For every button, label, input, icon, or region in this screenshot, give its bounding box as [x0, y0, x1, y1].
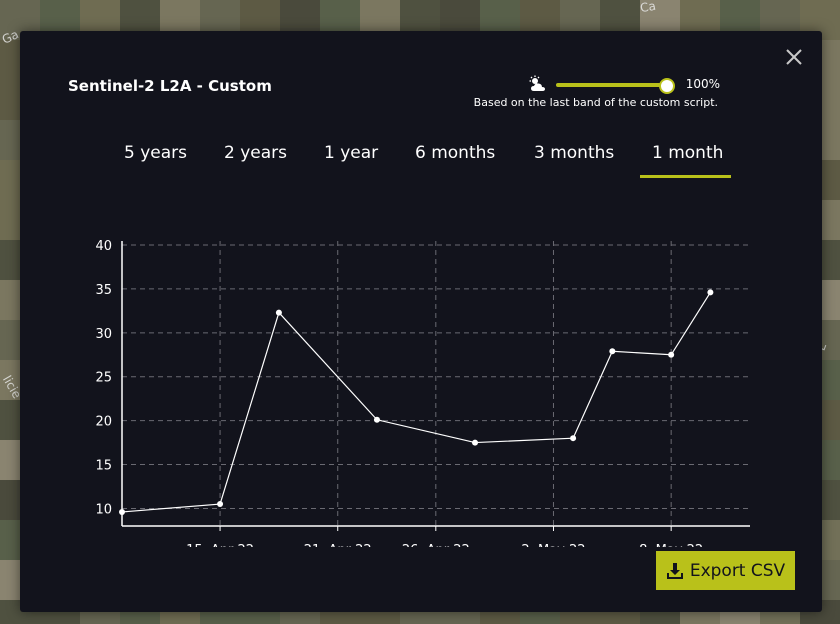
export-csv-label: Export CSV	[689, 560, 786, 581]
data-point	[472, 439, 479, 446]
data-point	[373, 416, 380, 423]
close-icon[interactable]	[782, 45, 806, 69]
data-point	[217, 501, 224, 508]
data-point	[609, 348, 616, 355]
tab-6-months[interactable]: 6 months	[415, 143, 496, 163]
x-tick-label: 2. May 22	[521, 543, 585, 547]
export-csv-button[interactable]: Export CSV	[656, 551, 795, 590]
opacity-value: 100%	[685, 77, 720, 91]
series-line	[121, 292, 711, 513]
data-point	[668, 351, 675, 358]
tab-2-years[interactable]: 2 years	[224, 143, 288, 163]
x-tick-label: 26. Apr 22	[402, 543, 470, 547]
y-tick-label: 40	[95, 239, 112, 254]
active-tab-indicator	[640, 175, 731, 178]
data-point	[275, 309, 282, 316]
line-chart: 10 15 20 25 30 35 40 15. Apr 22 21. Apr 22 26. Ap…	[95, 239, 750, 547]
data-point	[119, 508, 125, 515]
y-tick-label: 30	[95, 327, 112, 342]
map-place-label: Ca	[638, 0, 657, 16]
y-tick-label: 20	[95, 415, 112, 430]
tab-1-year[interactable]: 1 year	[324, 143, 379, 163]
y-tick-label: 35	[95, 283, 112, 298]
download-icon	[666, 562, 683, 579]
x-tick-label: 21. Apr 22	[304, 543, 372, 547]
tab-3-months[interactable]: 3 months	[534, 143, 615, 163]
statistics-modal: Sentinel-2 L2A - Custom 100% Based on th…	[20, 31, 822, 612]
opacity-note: Based on the last band of the custom scr…	[473, 96, 718, 109]
tab-1-month[interactable]: 1 month	[652, 143, 724, 163]
modal-title: Sentinel-2 L2A - Custom	[68, 77, 272, 95]
y-tick-label: 15	[95, 459, 112, 474]
x-tick-label: 8. May 22	[639, 543, 703, 547]
opacity-slider-thumb[interactable]	[659, 78, 675, 94]
data-point	[570, 435, 577, 442]
y-tick-label: 10	[95, 502, 112, 517]
x-tick-label: 15. Apr 22	[186, 543, 254, 547]
data-point	[707, 289, 714, 296]
cloud-sun-icon	[528, 75, 548, 95]
opacity-control: 100%	[518, 75, 720, 95]
y-tick-label: 25	[95, 371, 112, 386]
tab-5-years[interactable]: 5 years	[124, 143, 188, 163]
opacity-slider-track[interactable]	[556, 83, 666, 87]
